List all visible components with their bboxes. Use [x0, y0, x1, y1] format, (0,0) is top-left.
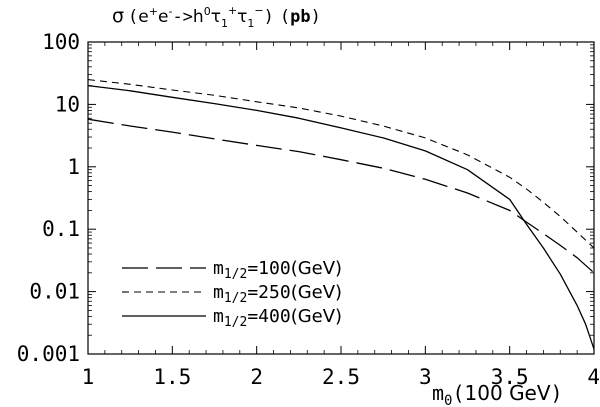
x-tick-label-4: 3	[419, 365, 432, 389]
legend-250-sub: 1/2	[224, 291, 247, 306]
x-tick-label-0: 1	[82, 365, 95, 389]
legend-250-m: m	[213, 282, 224, 303]
legend-entry-250: m1/2=250(GeV)	[122, 282, 342, 306]
y-tick-label-1: 10	[55, 92, 80, 116]
title-tau1-sub: 1	[221, 17, 228, 30]
title-unit-close: )	[311, 7, 321, 27]
y-tick-label-5: 0.001	[17, 342, 80, 366]
title-e2: e	[158, 7, 168, 27]
legend-250-value: =250	[247, 282, 290, 303]
x-tick-label-2: 2	[250, 365, 263, 389]
title-unit-open: (	[280, 7, 290, 27]
legend-label-250: m1/2=250(GeV)	[213, 282, 342, 306]
x-tick-label-1: 1.5	[153, 365, 191, 389]
title-open: (	[128, 7, 138, 27]
legend-400-value: =400	[247, 306, 290, 327]
series-line-1	[88, 79, 594, 249]
title-tau1-sup: +	[228, 4, 237, 17]
title-unit: pb	[290, 7, 310, 27]
title-plus: +	[149, 5, 158, 18]
legend-label-100: m1/2=100(GeV)	[213, 258, 342, 282]
x-label-unit-close: )	[551, 381, 563, 405]
legend: m1/2=100(GeV) m1/2=250(GeV) m1/2=400(GeV…	[122, 258, 342, 330]
series-line-2	[88, 84, 594, 350]
title-tau1: τ	[211, 7, 221, 27]
axis-ticks	[87, 41, 595, 355]
title-tau2-sub: 1	[247, 17, 254, 30]
legend-400-unit: (GeV)	[291, 306, 342, 327]
legend-250-unit: (GeV)	[291, 282, 342, 303]
legend-100-value: =100	[247, 258, 290, 279]
series-line-0	[88, 118, 594, 274]
title-sigma: σ	[112, 5, 124, 27]
x-label-unit-open: (	[452, 381, 464, 405]
x-tick-label-5: 3.5	[491, 365, 529, 389]
y-tick-label-2: 1	[67, 155, 80, 179]
x-tick-label-6: 4	[587, 365, 600, 389]
y-tick-label-3: 0.1	[42, 217, 80, 241]
legend-100-unit: (GeV)	[291, 258, 342, 279]
chart-title: σ (e+e-->h0τ1+τ1−) (pb)	[112, 4, 321, 30]
legend-label-400: m1/2=400(GeV)	[213, 306, 342, 330]
y-tick-label-4: 0.01	[29, 280, 80, 304]
legend-100-sub: 1/2	[224, 267, 247, 282]
legend-entry-400: m1/2=400(GeV)	[122, 306, 342, 330]
legend-400-m: m	[213, 306, 224, 327]
legend-100-m: m	[213, 258, 224, 279]
x-label-sub: 0	[444, 393, 452, 407]
x-axis-label: m0(100 GeV)	[432, 381, 563, 407]
legend-400-sub: 1/2	[224, 315, 247, 330]
legend-entry-100: m1/2=100(GeV)	[122, 258, 342, 282]
axis-tick-labels: 1 1.5 2 2.5 3 3.5 4 100 10 1 0.1 0.01 0.001	[17, 30, 600, 389]
title-close: )	[264, 7, 274, 27]
title-minus: -	[168, 5, 172, 18]
y-tick-label-0: 100	[42, 30, 80, 54]
x-label-m: m	[432, 381, 444, 405]
title-e1: e	[138, 7, 148, 27]
x-label-unit: 100 GeV	[465, 381, 551, 405]
title-tau2: τ	[237, 7, 247, 27]
title-h: h	[193, 7, 204, 27]
title-tau2-sup: −	[254, 4, 263, 17]
title-arrow: ->	[172, 7, 192, 27]
series-lines	[88, 79, 594, 350]
x-tick-label-3: 2.5	[322, 365, 360, 389]
title-zero: 0	[204, 5, 211, 18]
